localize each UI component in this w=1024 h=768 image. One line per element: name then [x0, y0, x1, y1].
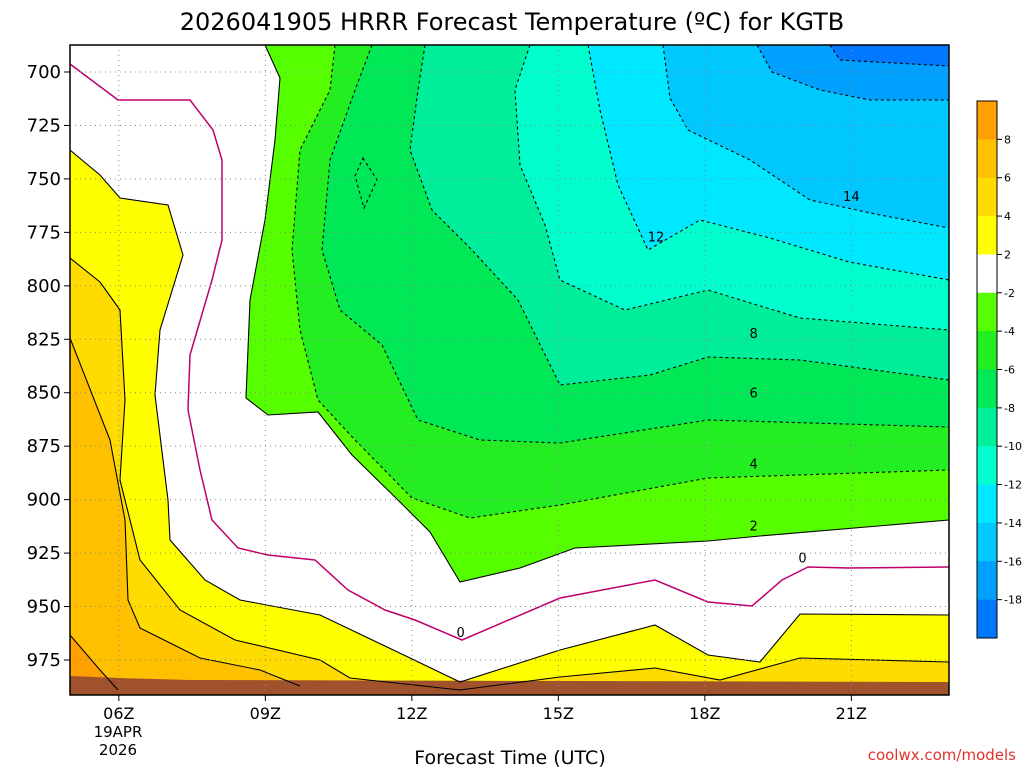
contour-m4 [291, 45, 949, 519]
colorbar-label: -8 [1004, 402, 1015, 415]
x-tick-label: 06Z [103, 704, 134, 723]
contour-p4 [70, 257, 949, 691]
plot-frame [69, 44, 950, 696]
colorbar-label: -14 [1004, 517, 1022, 530]
colorbar-swatch [977, 522, 997, 562]
band-p6 [70, 338, 949, 695]
colorbar-label: 2 [1004, 248, 1011, 261]
colorbar-swatch [977, 216, 997, 255]
contour-m12 [587, 45, 949, 281]
contour-label: 12 [648, 231, 665, 246]
colorbar-label: 8 [1004, 133, 1011, 146]
colorbar-swatch [977, 446, 997, 486]
contour-islet [354, 156, 378, 210]
y-tick-label: 725 [27, 115, 61, 136]
x-axis-label: Forecast Time (UTC) [414, 747, 605, 768]
x-tick-label: 12Z [396, 704, 427, 723]
colorbar-swatch [977, 407, 997, 447]
y-tick-label: 975 [27, 650, 61, 671]
y-tick-label: 700 [27, 62, 61, 83]
contour-label: 0 [798, 551, 806, 566]
contour-p6 [70, 337, 301, 687]
colorbar-swatch [977, 561, 997, 601]
colorbar-label: 6 [1004, 172, 1011, 185]
contour-p8 [70, 634, 119, 691]
contour-m10 [514, 45, 949, 331]
x-axis: 06Z 09Z 12Z 15Z 18Z 21Z [103, 695, 867, 723]
colorbar-label: -4 [1004, 325, 1015, 338]
colorbar-label: 4 [1004, 210, 1011, 223]
credit-text: coolwx.com/models [868, 746, 1016, 764]
contour-m6 [321, 45, 949, 444]
y-tick-label: 950 [27, 597, 61, 618]
y-tick-label: 850 [27, 383, 61, 404]
colorbar-label: -16 [1004, 555, 1022, 568]
contour-m16 [756, 45, 949, 101]
contour-label: 6 [750, 387, 758, 402]
contour-label: 8 [750, 327, 758, 342]
colorbar-label: -12 [1004, 479, 1022, 492]
contour-m8 [409, 45, 949, 386]
grid-lines [70, 45, 949, 695]
x-date-line1: 19APR [94, 723, 143, 741]
colorbar-swatch [977, 331, 997, 370]
y-tick-label: 925 [27, 543, 61, 564]
y-tick-label: 875 [27, 436, 61, 457]
temperature-field [70, 45, 949, 695]
x-tick-label: 09Z [250, 704, 281, 723]
colorbar-label: -10 [1004, 440, 1022, 453]
y-tick-label: 775 [27, 222, 61, 243]
y-tick-label: 825 [27, 329, 61, 350]
contour-label: 0 [457, 626, 465, 641]
x-date-line2: 2026 [99, 741, 137, 759]
colorbar-label: -6 [1004, 364, 1015, 377]
x-tick-label: 21Z [836, 704, 867, 723]
colorbar-swatch [977, 101, 997, 140]
band-m6-islet [355, 158, 377, 208]
colorbar-swatch [977, 484, 997, 524]
chart-title: 2026041905 HRRR Forecast Temperature (ºC… [180, 8, 845, 36]
colorbar-swatch [977, 369, 997, 409]
colorbar: 8 6 4 2 -2 -4 -6 -8 -10 -12 -14 -16 -18 [976, 100, 1022, 639]
contour-labels: 0 0 2 4 6 8 12 14 [457, 190, 860, 641]
colorbar-swatch [977, 599, 997, 639]
ground-band [70, 676, 949, 695]
contour-label: 4 [750, 457, 758, 472]
contour-m14 [662, 45, 949, 229]
x-tick-label: 18Z [689, 704, 720, 723]
contour-m18 [829, 45, 949, 67]
y-axis: 700 725 750 775 800 825 850 875 900 925 950 975 [27, 62, 70, 671]
colorbar-swatch [977, 292, 997, 332]
y-tick-label: 800 [27, 276, 61, 297]
y-tick-label: 750 [27, 169, 61, 190]
contour-zero-main [70, 63, 949, 641]
colorbar-label: -18 [1004, 594, 1022, 607]
colorbar-swatch [977, 177, 997, 217]
contour-p2 [70, 149, 949, 683]
contour-m2 [245, 45, 949, 583]
colorbar-label: -2 [1004, 287, 1015, 300]
contour-label: 14 [843, 190, 860, 205]
x-tick-label: 15Z [543, 704, 574, 723]
colorbar-swatch [977, 139, 997, 179]
y-tick-label: 900 [27, 490, 61, 511]
contour-label: 2 [750, 519, 758, 534]
colorbar-swatch [977, 254, 997, 294]
